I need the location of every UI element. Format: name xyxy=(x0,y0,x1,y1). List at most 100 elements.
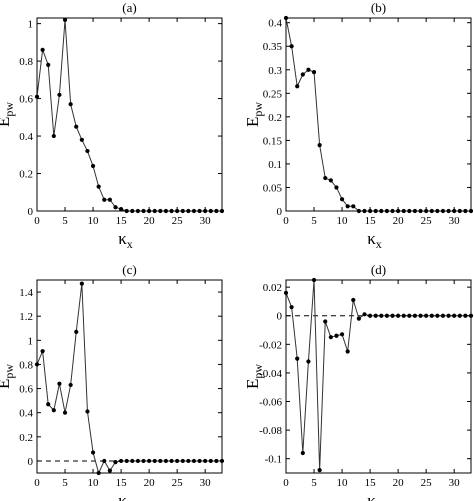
data-point xyxy=(306,359,311,364)
x-tick-label: 30 xyxy=(200,215,212,227)
data-point xyxy=(407,313,412,318)
panel-1: 0 5 10 15 20 25 30 0 0.2 0.4 0.6 0.8 1 (a) κx Epw xyxy=(0,0,225,251)
y-tick-label: 0 xyxy=(28,456,34,468)
data-point xyxy=(203,208,208,214)
data-point xyxy=(401,208,406,214)
data-point xyxy=(158,458,163,464)
data-point xyxy=(306,67,311,72)
data-point xyxy=(163,208,169,214)
y-tick-label: 0.15 xyxy=(263,135,283,147)
x-tick-label: 10 xyxy=(88,215,100,227)
y-axis-label: Epw xyxy=(243,364,265,389)
data-point xyxy=(74,124,79,129)
data-point xyxy=(68,102,73,107)
data-point xyxy=(356,208,361,214)
data-point xyxy=(289,305,294,310)
x-tick-label: 5 xyxy=(311,477,317,489)
axes-frame xyxy=(285,279,472,474)
data-point xyxy=(107,468,112,473)
data-point xyxy=(323,319,328,324)
panel-label: (c) xyxy=(122,262,136,277)
data-point xyxy=(317,468,322,473)
data-point xyxy=(446,313,451,318)
data-point xyxy=(457,208,462,214)
data-point xyxy=(135,208,141,214)
data-point xyxy=(283,290,289,295)
data-point xyxy=(412,208,418,214)
y-tick-label: 0.4 xyxy=(19,408,33,420)
x-tick-label: 20 xyxy=(144,477,156,489)
data-point xyxy=(169,458,174,464)
data-point xyxy=(356,316,361,321)
x-tick-label: 15 xyxy=(116,215,128,227)
y-tick-label: 0.1 xyxy=(268,159,282,171)
x-tick-label: 0 xyxy=(34,215,40,227)
data-point xyxy=(180,458,185,464)
data-point xyxy=(345,349,350,354)
y-tick-label: 0 xyxy=(277,311,283,323)
data-point xyxy=(362,208,367,214)
data-point xyxy=(62,17,68,22)
data-point xyxy=(96,184,101,189)
data-point xyxy=(191,208,197,214)
x-tick-label: 30 xyxy=(200,477,212,489)
data-point xyxy=(367,313,373,318)
data-point xyxy=(452,208,457,214)
y-tick-label: -0.04 xyxy=(259,368,282,380)
x-tick-label: 10 xyxy=(337,477,349,489)
data-point xyxy=(208,208,213,214)
data-point xyxy=(424,208,429,214)
data-point xyxy=(339,332,345,337)
y-axis-label: Epw xyxy=(0,364,16,389)
data-point xyxy=(452,313,457,318)
data-point xyxy=(102,197,107,202)
data-point xyxy=(79,281,84,286)
data-point xyxy=(379,313,384,318)
x-tick-label: 25 xyxy=(421,477,433,489)
data-point xyxy=(317,142,322,148)
data-point xyxy=(90,450,96,455)
data-point xyxy=(435,313,440,318)
y-tick-label: 0.2 xyxy=(268,112,282,124)
data-point xyxy=(412,313,418,318)
data-point xyxy=(401,313,406,318)
panel-label: (d) xyxy=(371,262,386,277)
data-point xyxy=(300,450,305,456)
series-line xyxy=(286,18,471,211)
data-point xyxy=(390,313,395,318)
x-tick-label: 0 xyxy=(283,215,289,227)
y-tick-label: 0.6 xyxy=(19,384,33,396)
y-tick-label: 1.4 xyxy=(19,287,33,299)
data-point xyxy=(85,148,90,154)
data-point xyxy=(367,208,373,214)
data-point xyxy=(197,208,202,214)
data-point xyxy=(339,197,345,202)
data-point xyxy=(457,313,462,318)
data-point xyxy=(440,313,446,318)
x-tick-label: 20 xyxy=(393,477,405,489)
data-point xyxy=(418,313,423,318)
data-point xyxy=(74,329,79,334)
y-tick-label: 0.3 xyxy=(268,65,282,77)
y-tick-label: 0.35 xyxy=(263,41,283,53)
data-point xyxy=(373,313,378,318)
y-tick-label: 0.2 xyxy=(19,169,33,181)
y-axis-label: Epw xyxy=(0,102,16,127)
data-point xyxy=(175,208,180,214)
panel-2: 0 5 10 15 20 25 30 0 0.05 0.1 0.15 0.2 0.25 0.3 0.35 0.… xyxy=(243,0,474,251)
data-point xyxy=(351,204,356,209)
y-tick-label: 0.8 xyxy=(19,56,33,68)
x-tick-label: 25 xyxy=(421,215,433,227)
data-point xyxy=(463,313,468,318)
panel-label: (a) xyxy=(122,0,136,15)
data-point xyxy=(435,208,440,214)
data-point xyxy=(175,458,180,464)
data-point xyxy=(328,178,333,183)
data-point xyxy=(468,313,474,318)
x-tick-label: 30 xyxy=(449,215,461,227)
data-point xyxy=(34,94,40,99)
data-point xyxy=(295,84,300,89)
x-tick-label: 5 xyxy=(311,215,317,227)
data-point xyxy=(429,208,434,214)
